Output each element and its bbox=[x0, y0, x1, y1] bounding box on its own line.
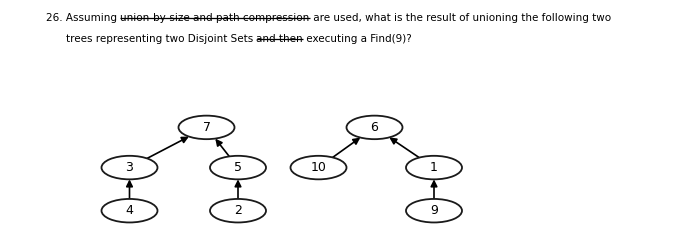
Text: 1: 1 bbox=[430, 161, 438, 174]
Ellipse shape bbox=[178, 116, 234, 139]
Text: 7: 7 bbox=[202, 121, 211, 134]
Ellipse shape bbox=[406, 156, 462, 179]
Text: 10: 10 bbox=[311, 161, 326, 174]
Ellipse shape bbox=[102, 199, 158, 222]
Text: trees representing two Disjoint Sets: trees representing two Disjoint Sets bbox=[66, 34, 256, 44]
Text: union-by-size and path compression: union-by-size and path compression bbox=[120, 13, 309, 24]
Text: 4: 4 bbox=[125, 204, 134, 217]
Text: 3: 3 bbox=[125, 161, 134, 174]
Text: 2: 2 bbox=[234, 204, 242, 217]
Text: and then: and then bbox=[256, 34, 303, 44]
Text: 5: 5 bbox=[234, 161, 242, 174]
Text: executing a Find(9)?: executing a Find(9)? bbox=[303, 34, 412, 44]
Ellipse shape bbox=[346, 116, 402, 139]
Ellipse shape bbox=[102, 156, 158, 179]
Ellipse shape bbox=[210, 199, 266, 222]
Text: 9: 9 bbox=[430, 204, 438, 217]
Text: are used, what is the result of unioning the following two: are used, what is the result of unioning… bbox=[309, 13, 610, 24]
Text: 6: 6 bbox=[370, 121, 379, 134]
Ellipse shape bbox=[406, 199, 462, 222]
Text: 26. Assuming: 26. Assuming bbox=[46, 13, 120, 24]
Ellipse shape bbox=[290, 156, 346, 179]
Ellipse shape bbox=[210, 156, 266, 179]
